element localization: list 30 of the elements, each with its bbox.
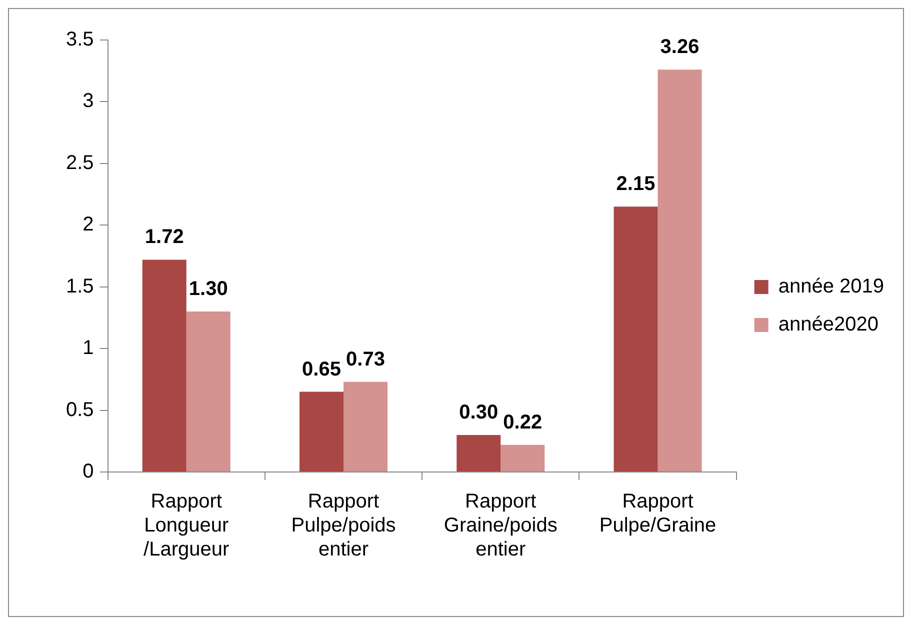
data-label: 3.26 bbox=[660, 36, 700, 58]
data-label: 0.73 bbox=[346, 348, 385, 370]
y-tick-label: 0 bbox=[82, 460, 94, 483]
data-label: 1.30 bbox=[188, 278, 228, 300]
y-tick-label: 1.5 bbox=[66, 275, 94, 298]
x-tick-label: Rapport Longueur /Largueur bbox=[144, 490, 230, 561]
y-tick-label: 3.5 bbox=[66, 28, 94, 51]
data-label: 2.15 bbox=[616, 173, 656, 196]
data-label: 0.22 bbox=[503, 411, 542, 434]
y-tick-label: 1 bbox=[82, 337, 94, 360]
y-tick-label: 3 bbox=[82, 90, 94, 112]
bar bbox=[500, 444, 545, 472]
data-label: 1.72 bbox=[144, 226, 184, 248]
bar bbox=[142, 260, 186, 472]
x-tick-label: Rapport Pulpe/poids entier bbox=[291, 490, 396, 561]
bar bbox=[300, 392, 344, 472]
bar bbox=[344, 382, 388, 472]
bar bbox=[456, 434, 501, 472]
y-tick-label: 2.5 bbox=[66, 152, 94, 174]
x-tick-label: Rapport Graine/poids entier bbox=[444, 490, 558, 561]
y-tick-label: 2 bbox=[82, 214, 94, 236]
legend-label: année 2019 bbox=[778, 276, 884, 298]
bar bbox=[614, 206, 658, 472]
bar bbox=[658, 70, 702, 472]
y-tick-label: 0.5 bbox=[66, 398, 94, 421]
data-label: 0.30 bbox=[459, 401, 498, 424]
x-tick-label: Rapport Pulpe/Graine bbox=[599, 490, 716, 537]
data-label: 0.65 bbox=[302, 358, 341, 380]
legend-label: année2020 bbox=[778, 314, 878, 336]
bar bbox=[186, 312, 230, 472]
